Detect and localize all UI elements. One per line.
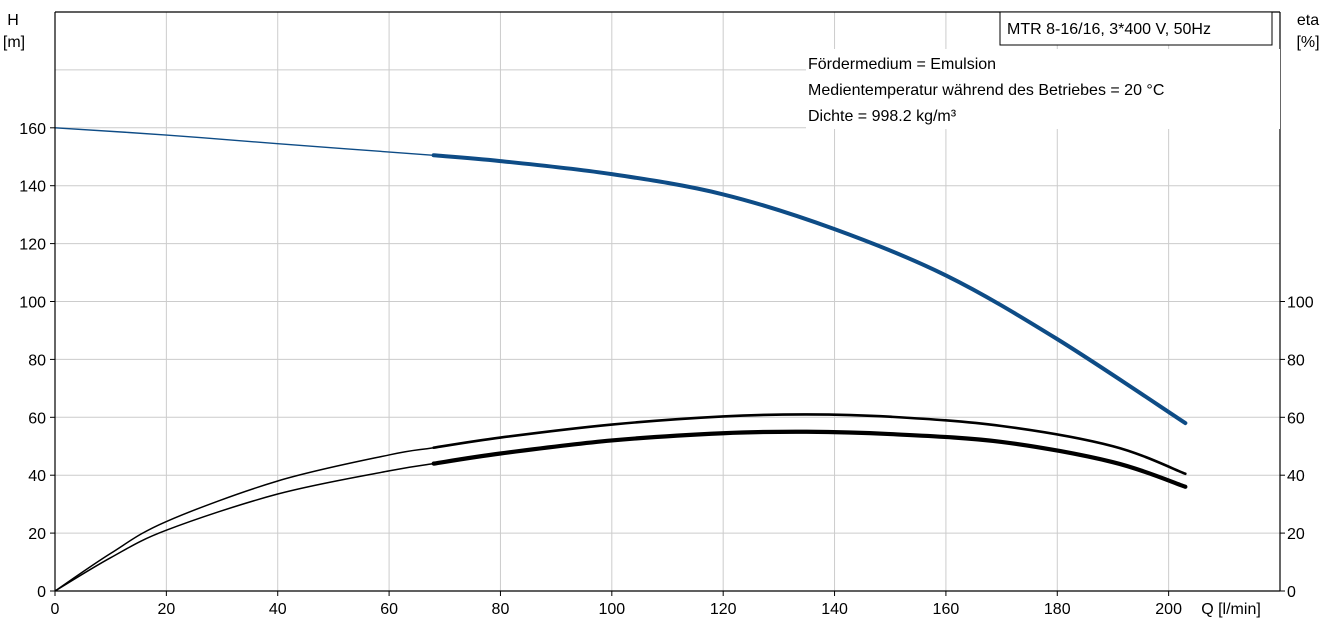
series-2-curve-thin <box>54 462 435 592</box>
y-left-tick-label: 80 <box>28 352 46 369</box>
y-left-title: H <box>7 12 19 29</box>
x-tick-label: 200 <box>1155 601 1182 618</box>
model-label: MTR 8-16/16, 3*400 V, 50Hz <box>1007 21 1211 38</box>
tick-labels: 0 20 40 60 80 100 120 140 160 180 2000204060801001… <box>19 121 1314 618</box>
y-left-tick-label: 100 <box>19 295 46 312</box>
info-line-density: Dichte = 998.2 kg/m³ <box>808 108 957 125</box>
series-0-curve-bold <box>431 153 1188 426</box>
y-right-tick-label: 60 <box>1287 410 1305 427</box>
y-right-tick-label: 40 <box>1287 468 1305 485</box>
x-tick-label: 140 <box>821 601 848 618</box>
x-tick-label: 160 <box>933 601 960 618</box>
x-tick-label: 180 <box>1044 601 1071 618</box>
x-tick-label: 120 <box>710 601 737 618</box>
x-tick-label: 40 <box>269 601 287 618</box>
y-right-tick-label: 20 <box>1287 526 1305 543</box>
info-line-temperature: Medientemperatur während des Betriebes =… <box>808 82 1164 99</box>
y-left-tick-label: 0 <box>37 584 46 601</box>
y-right-unit: [%] <box>1296 34 1319 51</box>
y-right-tick-label: 100 <box>1287 295 1314 312</box>
y-left-tick-label: 20 <box>28 526 46 543</box>
series-1-curve-bold <box>432 413 1187 476</box>
model-label-box <box>999 11 1273 46</box>
y-right-tick-label: 80 <box>1287 352 1305 369</box>
y-right-title: eta <box>1297 12 1319 29</box>
x-axis-title: Q [l/min] <box>1201 601 1261 618</box>
y-left-unit: [m] <box>3 34 25 51</box>
y-left-tick-label: 120 <box>19 237 46 254</box>
x-tick-label: 0 <box>51 601 60 618</box>
y-left-tick-label: 140 <box>19 179 46 196</box>
x-tick-label: 100 <box>598 601 625 618</box>
info-box-background <box>806 49 1280 129</box>
y-left-tick-label: 60 <box>28 410 46 427</box>
series-0-curve-thin <box>54 127 435 156</box>
y-right-tick-label: 0 <box>1287 584 1296 601</box>
y-left-tick-label: 40 <box>28 468 46 485</box>
info-line-medium: Fördermedium = Emulsion <box>808 56 996 73</box>
series-2-curve-bold <box>431 429 1188 489</box>
x-tick-label: 60 <box>380 601 398 618</box>
y-left-tick-label: 160 <box>19 121 46 138</box>
x-tick-label: 20 <box>157 601 175 618</box>
curves <box>54 127 1188 592</box>
x-tick-label: 80 <box>492 601 510 618</box>
